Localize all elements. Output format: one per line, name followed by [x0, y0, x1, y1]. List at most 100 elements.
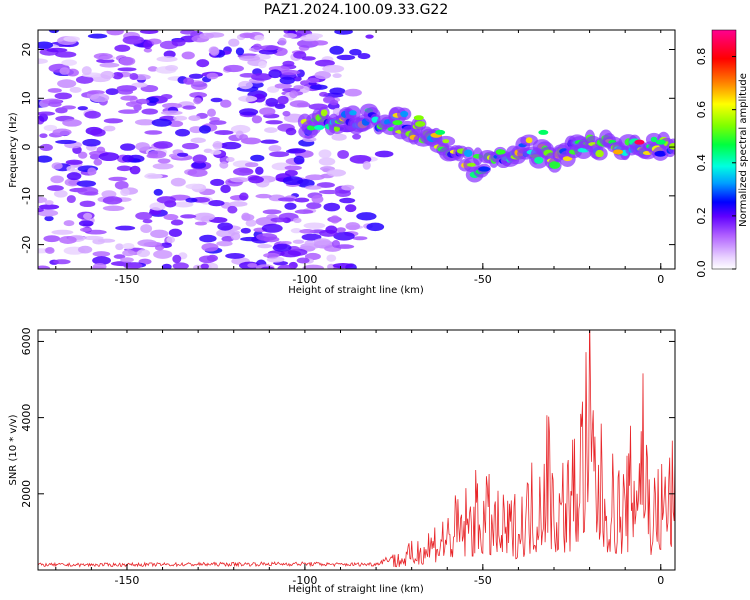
- y-tick-label: 10: [20, 91, 33, 105]
- heatmap-cell: [259, 45, 280, 51]
- heatmap-cell: [534, 156, 544, 164]
- heatmap-cell: [325, 225, 338, 234]
- heatmap-cell: [122, 35, 145, 45]
- heatmap-cell: [329, 99, 339, 106]
- heatmap-cell: [212, 140, 223, 150]
- heatmap-cell: [268, 69, 282, 79]
- heatmap-cell: [187, 168, 208, 177]
- colorbar-label: Normalized spectral amplitude: [738, 73, 749, 227]
- heatmap-cell: [304, 252, 321, 261]
- heatmap-cell: [160, 110, 183, 116]
- heatmap-cell: [329, 87, 346, 95]
- heatmap-cell: [239, 134, 249, 141]
- heatmap-cell: [221, 236, 234, 242]
- heatmap-cell: [122, 249, 136, 257]
- heatmap-cell: [239, 32, 255, 39]
- heatmap-cell: [339, 197, 356, 204]
- heatmap-cell: [115, 225, 136, 231]
- heatmap-cell: [282, 110, 291, 117]
- heatmap-hotspot: [314, 125, 325, 131]
- heatmap-cell: [120, 95, 138, 101]
- heatmap-cell: [318, 91, 329, 97]
- heatmap-cell: [62, 119, 82, 127]
- heatmap-cell: [180, 214, 197, 219]
- heatmap-cell: [87, 33, 108, 39]
- snr-panel: -150 -100 -50 0 2000 4000 6000 Height of stra…: [8, 327, 676, 595]
- heatmap-cell: [157, 158, 171, 164]
- heatmap-cell: [112, 71, 124, 80]
- heatmap-cell: [118, 109, 139, 114]
- heatmap-cell: [105, 88, 119, 95]
- heatmap-cell: [66, 165, 76, 172]
- heatmap-hotspot: [435, 129, 446, 135]
- heatmap-cell: [294, 197, 310, 203]
- heatmap-cell: [59, 67, 70, 75]
- heatmap-hotspot: [495, 149, 506, 155]
- heatmap-cell: [290, 228, 302, 234]
- heatmap-cell: [266, 256, 285, 263]
- heatmap-cell: [225, 252, 245, 259]
- heatmap-cell: [135, 98, 150, 104]
- heatmap-cell: [166, 236, 176, 244]
- heatmap-cell: [87, 167, 97, 176]
- heatmap-cell: [326, 254, 337, 262]
- heatmap-cell: [320, 109, 328, 117]
- heatmap-cell: [78, 151, 88, 159]
- heatmap-cell: [304, 185, 322, 190]
- heatmap-cell: [232, 167, 254, 176]
- heatmap-cell: [235, 47, 245, 56]
- heatmap-cell: [241, 212, 251, 221]
- heatmap-hotspot: [655, 139, 666, 145]
- heatmap-cell: [239, 108, 259, 116]
- heatmap-cell: [326, 169, 347, 177]
- heatmap-cell: [206, 72, 219, 80]
- heatmap-cell: [318, 189, 340, 195]
- heatmap-cell: [238, 95, 258, 102]
- colorbar-tick-label: 0.8: [695, 48, 708, 66]
- heatmap-cell: [301, 233, 322, 241]
- heatmap-cell: [228, 38, 240, 47]
- heatmap-cell: [247, 263, 258, 268]
- heatmap-cell: [48, 30, 60, 34]
- heatmap-cell: [143, 40, 153, 50]
- heatmap-cell: [309, 84, 328, 90]
- heatmap-hotspot: [538, 129, 549, 135]
- heatmap-cell: [400, 110, 409, 118]
- heatmap-cell: [272, 243, 292, 252]
- heatmap-cell: [182, 105, 197, 110]
- heatmap-cell: [114, 180, 129, 190]
- colorbar-gradient: [711, 29, 737, 270]
- heatmap-cell: [248, 175, 264, 184]
- heatmap-cell: [304, 240, 315, 246]
- heatmap-cell: [250, 154, 265, 162]
- heatmap-cell: [117, 89, 134, 95]
- heatmap-cell: [282, 60, 295, 67]
- heatmap-cell: [79, 227, 92, 232]
- heatmap-cell: [119, 56, 136, 66]
- heatmap-cell: [135, 142, 150, 151]
- heatmap-cell: [143, 47, 153, 53]
- heatmap-cell: [52, 128, 72, 136]
- heatmap-cell: [149, 202, 166, 211]
- heatmap-cell: [316, 182, 335, 188]
- heatmap-cell: [38, 41, 54, 49]
- y-tick-label: 6000: [20, 327, 33, 355]
- heatmap-cell: [100, 70, 115, 80]
- heatmap-cell: [103, 118, 124, 124]
- heatmap-cell: [329, 215, 340, 224]
- heatmap-cell: [223, 64, 244, 73]
- heatmap-cell: [277, 95, 289, 105]
- heatmap-cell: [277, 264, 295, 269]
- heatmap-cell: [463, 149, 473, 158]
- x-tick-label: -50: [474, 273, 492, 286]
- heatmap-cell: [48, 101, 62, 108]
- heatmap-cell: [302, 264, 324, 269]
- heatmap-cell: [344, 88, 362, 97]
- heatmap-cell: [283, 33, 298, 39]
- heatmap-cell: [216, 240, 233, 247]
- heatmap-cell: [152, 163, 174, 170]
- heatmap-cell: [262, 209, 282, 215]
- heatmap-cell: [173, 115, 188, 121]
- heatmap-cell: [144, 173, 163, 179]
- heatmap-cell: [106, 30, 124, 36]
